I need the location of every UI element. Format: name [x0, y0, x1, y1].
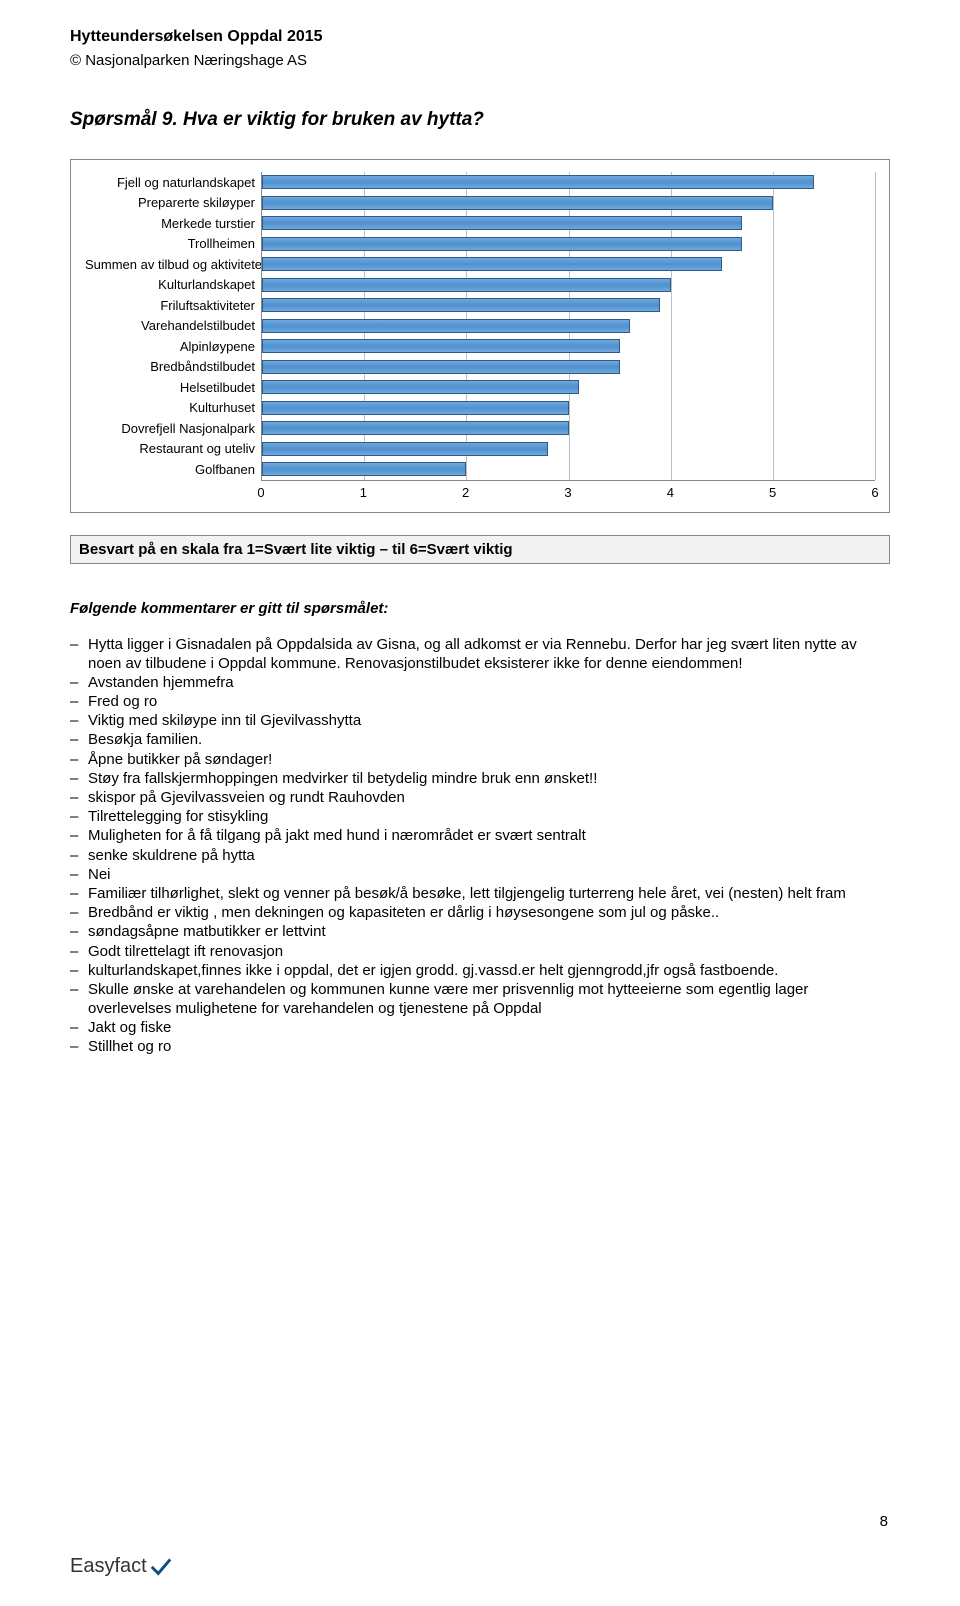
chart-plot-area — [261, 254, 875, 275]
list-item: Skulle ønske at varehandelen og kommunen… — [88, 980, 890, 1018]
chart-row: Restaurant og uteliv — [85, 439, 875, 460]
chart-category-label: Preparerte skiløyper — [85, 195, 261, 210]
chart-bar — [262, 216, 742, 230]
chart-category-label: Alpinløypene — [85, 339, 261, 354]
chart-bar — [262, 442, 548, 456]
check-icon — [150, 1556, 172, 1578]
list-item: skispor på Gjevilvassveien og rundt Rauh… — [88, 788, 890, 807]
chart-x-tick: 6 — [871, 485, 878, 500]
chart-plot-area — [261, 377, 875, 398]
chart-row: Kulturhuset — [85, 398, 875, 419]
chart-bar — [262, 401, 569, 415]
chart-bar — [262, 339, 620, 353]
chart-bar — [262, 319, 630, 333]
chart-x-tick: 4 — [667, 485, 674, 500]
chart-row: Kulturlandskapet — [85, 275, 875, 296]
chart-x-tick: 1 — [360, 485, 367, 500]
chart-x-tick: 5 — [769, 485, 776, 500]
list-item: Familiær tilhørlighet, slekt og venner p… — [88, 884, 890, 903]
chart-row: Helsetilbudet — [85, 377, 875, 398]
chart-row: Varehandelstilbudet — [85, 316, 875, 337]
chart-plot-area — [261, 439, 875, 460]
chart-row: Merkede turstier — [85, 213, 875, 234]
list-item: Avstanden hjemmefra — [88, 673, 890, 692]
chart-bar — [262, 278, 671, 292]
list-item: Viktig med skiløype inn til Gjevilvasshy… — [88, 711, 890, 730]
chart-row: Fjell og naturlandskapet — [85, 172, 875, 193]
list-item: Hytta ligger i Gisnadalen på Oppdalsida … — [88, 635, 890, 673]
list-item: Jakt og fiske — [88, 1018, 890, 1037]
list-item: Bredbånd er viktig , men dekningen og ka… — [88, 903, 890, 922]
page-number: 8 — [880, 1513, 888, 1530]
chart-category-label: Varehandelstilbudet — [85, 318, 261, 333]
chart-plot-area — [261, 172, 875, 193]
chart-plot-area — [261, 459, 875, 480]
chart-category-label: Trollheimen — [85, 236, 261, 251]
chart-category-label: Restaurant og uteliv — [85, 441, 261, 456]
chart-category-label: Golfbanen — [85, 462, 261, 477]
scale-note: Besvart på en skala fra 1=Svært lite vik… — [70, 535, 890, 564]
chart-bar — [262, 421, 569, 435]
footer-logo-text: Easyfact — [70, 1555, 147, 1578]
bar-chart: Fjell og naturlandskapet Preparerte skilø… — [70, 159, 890, 513]
chart-bar — [262, 462, 466, 476]
chart-bar — [262, 360, 620, 374]
chart-row: Trollheimen — [85, 234, 875, 255]
comments-heading: Følgende kommentarer er gitt til spørsmå… — [70, 600, 890, 617]
chart-row: Dovrefjell Nasjonalpark — [85, 418, 875, 439]
question-title: Spørsmål 9. Hva er viktig for bruken av … — [70, 109, 890, 131]
list-item: Stillhet og ro — [88, 1037, 890, 1056]
chart-x-tick: 0 — [257, 485, 264, 500]
chart-plot-area — [261, 418, 875, 439]
header-title: Hytteundersøkelsen Oppdal 2015 — [70, 28, 890, 46]
chart-plot-area — [261, 357, 875, 378]
chart-plot-area — [261, 295, 875, 316]
chart-category-label: Kulturhuset — [85, 400, 261, 415]
chart-bar — [262, 237, 742, 251]
chart-x-tick: 3 — [564, 485, 571, 500]
list-item: senke skuldrene på hytta — [88, 846, 890, 865]
chart-category-label: Helsetilbudet — [85, 380, 261, 395]
chart-row: Alpinløypene — [85, 336, 875, 357]
chart-plot-area — [261, 234, 875, 255]
chart-x-axis: 0 1 2 3 4 5 6 — [85, 480, 875, 502]
chart-plot-area — [261, 213, 875, 234]
chart-plot-area — [261, 275, 875, 296]
list-item: Godt tilrettelagt ift renovasjon — [88, 942, 890, 961]
chart-row: Preparerte skiløyper — [85, 193, 875, 214]
chart-plot-area — [261, 336, 875, 357]
list-item: Nei — [88, 865, 890, 884]
list-item: søndagsåpne matbutikker er lettvint — [88, 922, 890, 941]
chart-bar — [262, 196, 773, 210]
chart-row: Friluftsaktiviteter — [85, 295, 875, 316]
chart-category-label: Merkede turstier — [85, 216, 261, 231]
comments-list: Hytta ligger i Gisnadalen på Oppdalsida … — [70, 635, 890, 1057]
list-item: Muligheten for å få tilgang på jakt med … — [88, 826, 890, 845]
chart-category-label: Friluftsaktiviteter — [85, 298, 261, 313]
chart-category-label: Summen av tilbud og aktiviteter — [85, 257, 261, 272]
chart-category-label: Kulturlandskapet — [85, 277, 261, 292]
chart-category-label: Fjell og naturlandskapet — [85, 175, 261, 190]
list-item: Fred og ro — [88, 692, 890, 711]
chart-row: Summen av tilbud og aktiviteter — [85, 254, 875, 275]
chart-bar — [262, 298, 660, 312]
chart-category-label: Dovrefjell Nasjonalpark — [85, 421, 261, 436]
list-item: Besøkja familien. — [88, 730, 890, 749]
chart-bar — [262, 175, 814, 189]
list-item: Støy fra fallskjermhoppingen medvirker t… — [88, 769, 890, 788]
list-item: kulturlandskapet,finnes ikke i oppdal, d… — [88, 961, 890, 980]
chart-x-tick: 2 — [462, 485, 469, 500]
chart-bar — [262, 380, 579, 394]
chart-row: Bredbåndstilbudet — [85, 357, 875, 378]
chart-plot-area — [261, 316, 875, 337]
list-item: Åpne butikker på søndager! — [88, 750, 890, 769]
chart-row: Golfbanen — [85, 459, 875, 480]
chart-plot-area — [261, 398, 875, 419]
footer-logo: Easyfact — [70, 1555, 172, 1578]
chart-plot-area — [261, 193, 875, 214]
chart-category-label: Bredbåndstilbudet — [85, 359, 261, 374]
list-item: Tilrettelegging for stisykling — [88, 807, 890, 826]
chart-bar — [262, 257, 722, 271]
header-subtitle: © Nasjonalparken Næringshage AS — [70, 52, 890, 69]
